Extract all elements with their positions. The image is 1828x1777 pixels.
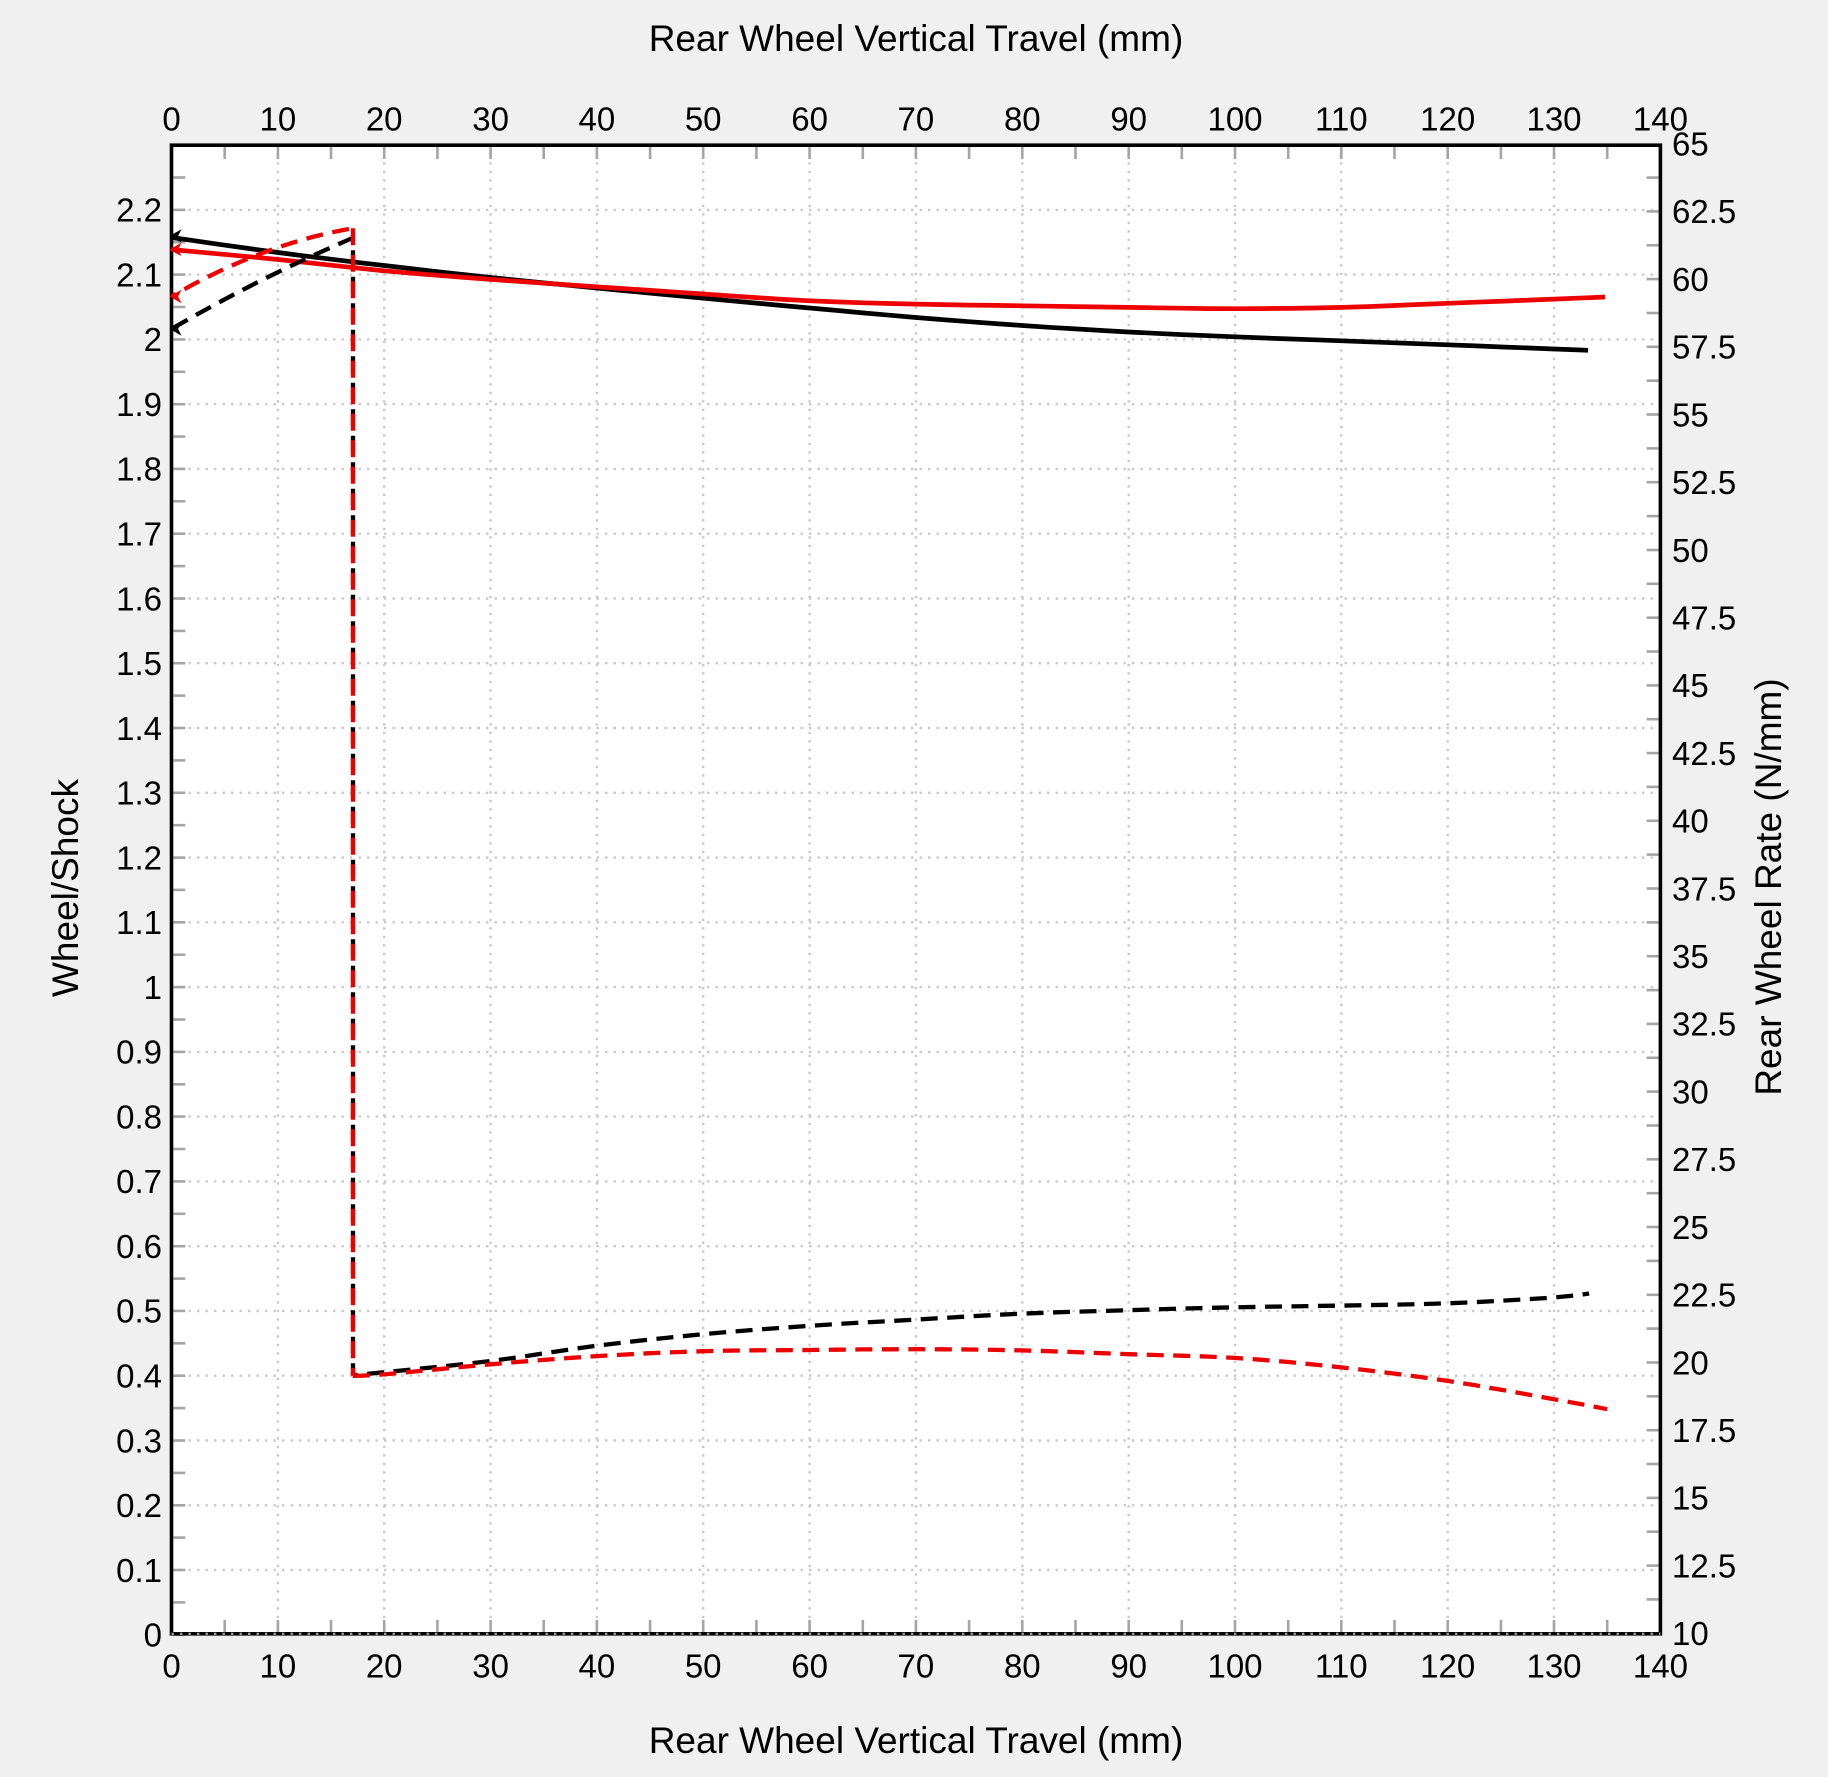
svg-text:65: 65 bbox=[1672, 126, 1709, 163]
svg-text:30: 30 bbox=[1672, 1073, 1709, 1110]
svg-text:Rear Wheel Vertical Travel (mm: Rear Wheel Vertical Travel (mm) bbox=[649, 1720, 1184, 1761]
svg-text:30: 30 bbox=[472, 1648, 509, 1685]
svg-text:50: 50 bbox=[1672, 532, 1709, 569]
svg-text:Wheel/Shock: Wheel/Shock bbox=[45, 779, 86, 997]
svg-text:1.6: 1.6 bbox=[116, 580, 162, 617]
svg-text:2: 2 bbox=[144, 321, 162, 358]
svg-text:1: 1 bbox=[144, 969, 162, 1006]
svg-text:47.5: 47.5 bbox=[1672, 600, 1736, 637]
svg-text:40: 40 bbox=[1672, 803, 1709, 840]
svg-text:20: 20 bbox=[366, 101, 403, 138]
svg-text:0.9: 0.9 bbox=[116, 1034, 162, 1071]
svg-text:0: 0 bbox=[162, 1648, 180, 1685]
svg-text:30: 30 bbox=[472, 101, 509, 138]
svg-text:70: 70 bbox=[898, 101, 935, 138]
svg-text:0.5: 0.5 bbox=[116, 1293, 162, 1330]
svg-text:90: 90 bbox=[1110, 101, 1147, 138]
svg-text:1.8: 1.8 bbox=[116, 451, 162, 488]
svg-text:Rear Wheel Rate (N/mm): Rear Wheel Rate (N/mm) bbox=[1748, 678, 1789, 1095]
svg-text:55: 55 bbox=[1672, 396, 1709, 433]
svg-text:17.5: 17.5 bbox=[1672, 1412, 1736, 1449]
svg-text:80: 80 bbox=[1004, 101, 1041, 138]
svg-text:130: 130 bbox=[1526, 101, 1581, 138]
svg-text:110: 110 bbox=[1315, 1648, 1368, 1685]
svg-text:45: 45 bbox=[1672, 667, 1709, 704]
svg-text:1.4: 1.4 bbox=[116, 710, 162, 747]
svg-text:60: 60 bbox=[791, 1648, 828, 1685]
svg-text:1.7: 1.7 bbox=[116, 516, 162, 553]
svg-text:60: 60 bbox=[791, 101, 828, 138]
svg-text:35: 35 bbox=[1672, 938, 1709, 975]
svg-text:0: 0 bbox=[144, 1617, 162, 1654]
svg-text:50: 50 bbox=[685, 1648, 722, 1685]
svg-text:2.1: 2.1 bbox=[116, 256, 162, 293]
svg-text:0.8: 0.8 bbox=[116, 1098, 162, 1135]
svg-text:10: 10 bbox=[260, 1648, 297, 1685]
svg-text:80: 80 bbox=[1004, 1648, 1041, 1685]
svg-text:20: 20 bbox=[366, 1648, 403, 1685]
svg-text:100: 100 bbox=[1207, 101, 1262, 138]
svg-text:140: 140 bbox=[1633, 1648, 1688, 1685]
svg-text:1.3: 1.3 bbox=[116, 775, 162, 812]
svg-text:110: 110 bbox=[1315, 101, 1368, 138]
svg-text:20: 20 bbox=[1672, 1344, 1709, 1381]
svg-text:0.7: 0.7 bbox=[116, 1163, 162, 1200]
svg-text:70: 70 bbox=[898, 1648, 935, 1685]
svg-text:0: 0 bbox=[162, 101, 180, 138]
svg-text:1.1: 1.1 bbox=[116, 904, 162, 941]
svg-text:140: 140 bbox=[1633, 101, 1688, 138]
svg-text:25: 25 bbox=[1672, 1209, 1709, 1246]
svg-text:52.5: 52.5 bbox=[1672, 464, 1736, 501]
svg-text:10: 10 bbox=[260, 101, 297, 138]
svg-text:130: 130 bbox=[1526, 1648, 1581, 1685]
svg-text:42.5: 42.5 bbox=[1672, 735, 1736, 772]
svg-text:0.2: 0.2 bbox=[116, 1487, 162, 1524]
svg-text:12.5: 12.5 bbox=[1672, 1547, 1736, 1584]
svg-text:40: 40 bbox=[579, 1648, 616, 1685]
svg-text:2.2: 2.2 bbox=[116, 192, 162, 229]
svg-text:10: 10 bbox=[1672, 1615, 1709, 1652]
svg-text:1.2: 1.2 bbox=[116, 839, 162, 876]
svg-text:57.5: 57.5 bbox=[1672, 329, 1736, 366]
svg-text:0.4: 0.4 bbox=[116, 1358, 162, 1395]
svg-text:22.5: 22.5 bbox=[1672, 1277, 1736, 1314]
svg-text:15: 15 bbox=[1672, 1480, 1709, 1517]
svg-text:0.6: 0.6 bbox=[116, 1228, 162, 1265]
svg-text:37.5: 37.5 bbox=[1672, 870, 1736, 907]
svg-text:90: 90 bbox=[1110, 1648, 1147, 1685]
svg-text:120: 120 bbox=[1420, 101, 1475, 138]
svg-text:0.1: 0.1 bbox=[116, 1552, 162, 1589]
svg-text:50: 50 bbox=[685, 101, 722, 138]
svg-text:120: 120 bbox=[1420, 1648, 1475, 1685]
svg-text:0.3: 0.3 bbox=[116, 1422, 162, 1459]
svg-text:Rear Wheel Vertical Travel (mm: Rear Wheel Vertical Travel (mm) bbox=[649, 18, 1184, 59]
svg-text:32.5: 32.5 bbox=[1672, 1006, 1736, 1043]
svg-text:100: 100 bbox=[1207, 1648, 1262, 1685]
svg-text:62.5: 62.5 bbox=[1672, 193, 1736, 230]
svg-text:40: 40 bbox=[579, 101, 616, 138]
svg-text:1.9: 1.9 bbox=[116, 386, 162, 423]
svg-text:60: 60 bbox=[1672, 261, 1709, 298]
svg-text:1.5: 1.5 bbox=[116, 645, 162, 682]
svg-text:27.5: 27.5 bbox=[1672, 1141, 1736, 1178]
